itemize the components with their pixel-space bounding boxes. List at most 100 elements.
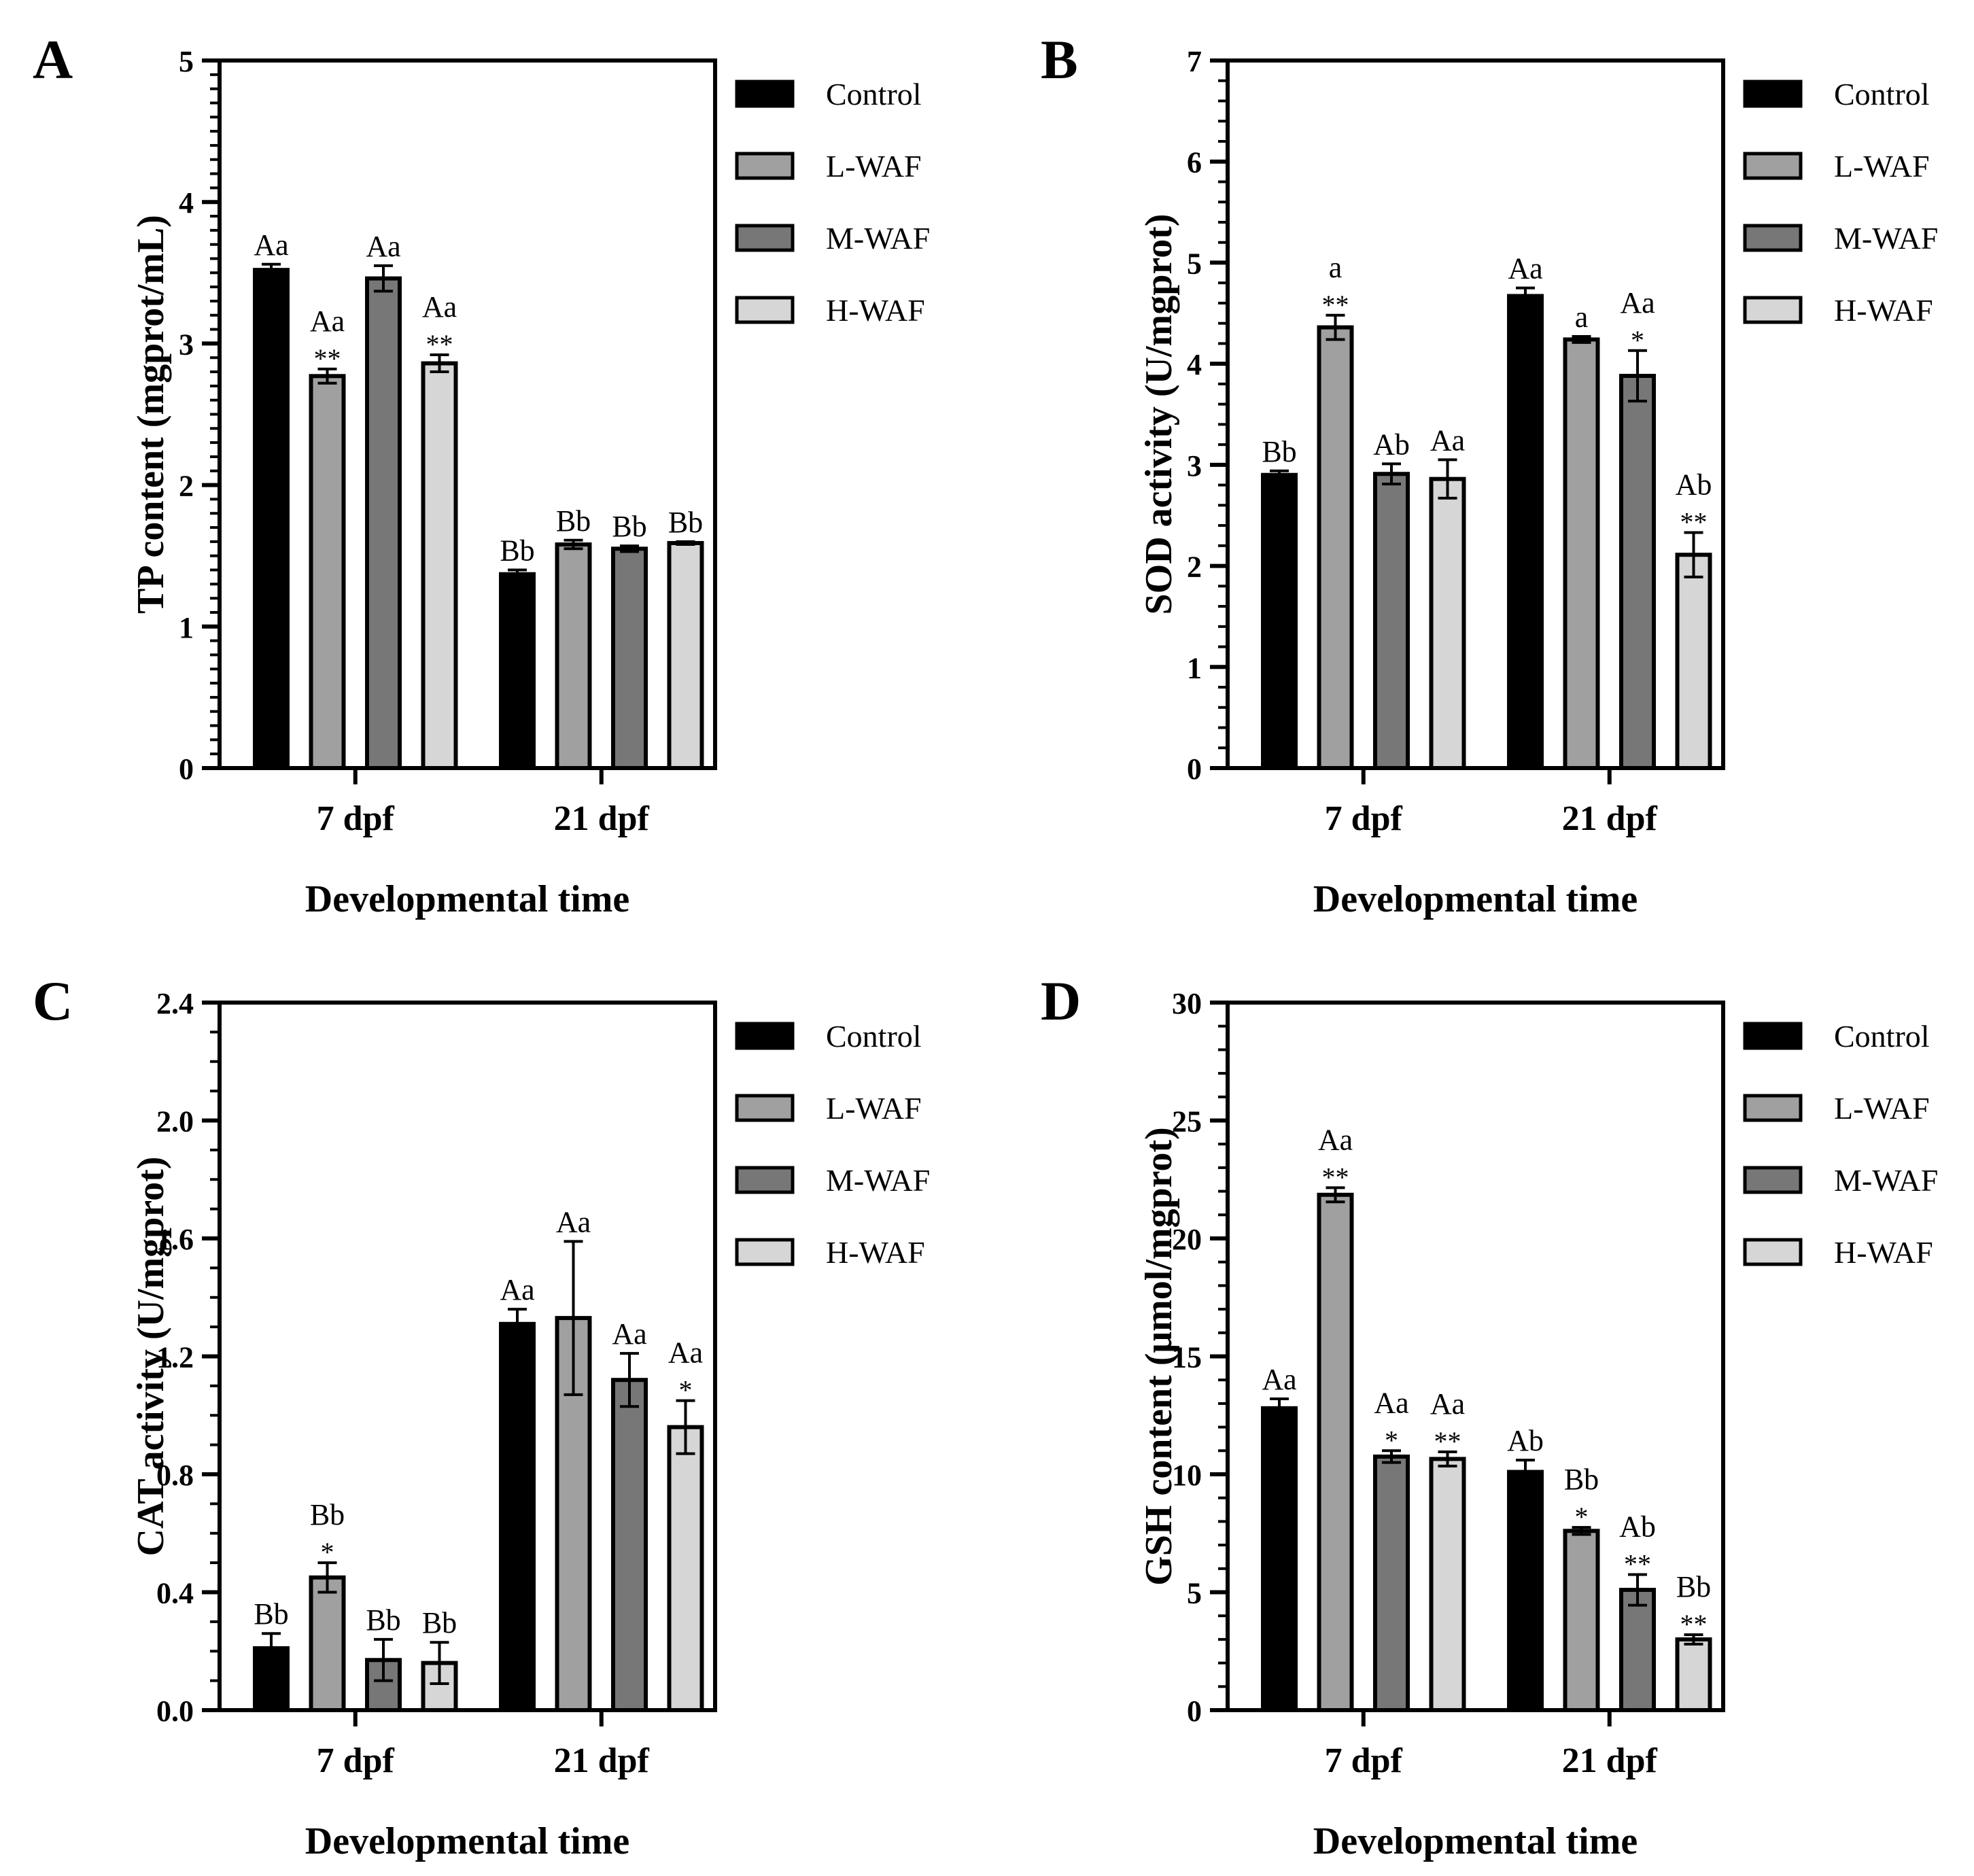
panel-letter: C — [33, 970, 73, 1032]
legend-swatch-control — [735, 80, 795, 108]
legend-swatch-h-waf — [1743, 1238, 1803, 1266]
bar-control-21-dpf — [499, 1321, 536, 1712]
significance-letters: Aa — [310, 305, 345, 338]
y-axis-title: GSH content (μmol/mgprot) — [1138, 1127, 1180, 1586]
y-tick-label: 0.0 — [156, 1695, 194, 1728]
significance-stars: ** — [426, 329, 453, 360]
significance-stars: ** — [1680, 1609, 1708, 1639]
x-axis-title: Developmental time — [305, 878, 629, 920]
legend-swatch-l-waf — [735, 1094, 795, 1122]
legend-label: L-WAF — [826, 1091, 922, 1126]
bar-h-waf-21-dpf — [1675, 1637, 1712, 1712]
significance-letters: Ab — [1507, 1424, 1544, 1457]
x-category-label: 7 dpf — [1325, 799, 1403, 838]
significance-letters: a — [1575, 300, 1589, 334]
legend-swatch-h-waf — [1743, 296, 1803, 324]
bar-l-waf-7-dpf — [309, 374, 346, 770]
y-tick-label: 2 — [179, 470, 194, 503]
significance-letters: Bb — [500, 534, 534, 568]
legend-label: Control — [1834, 77, 1930, 111]
legend-label: H-WAF — [826, 293, 925, 328]
legend-swatch-m-waf — [735, 224, 795, 252]
y-tick-label: 6 — [1187, 146, 1202, 179]
significance-letters: Aa — [1430, 423, 1465, 457]
significance-stars: * — [321, 1537, 334, 1567]
panel-letter: B — [1041, 29, 1078, 90]
significance-letters: Bb — [254, 1597, 288, 1631]
legend-label: Control — [826, 77, 922, 111]
y-tick-label: 3 — [179, 328, 194, 361]
significance-letters: Aa — [422, 290, 457, 324]
chart-panel-b: B Bb Aa ** a a Ab * Aa Aa ** Ab 0 1 2 3 4 5 6 7 7 dpf 21 dpf D… — [1041, 29, 1938, 920]
significance-letters: Aa — [612, 1317, 646, 1351]
bar-m-waf-21-dpf — [1619, 1588, 1656, 1713]
legend-swatch-l-waf — [1743, 1094, 1803, 1122]
y-axis-title: SOD activity (U/mgprot) — [1138, 214, 1180, 615]
legend-label: M-WAF — [1834, 221, 1938, 256]
bar-h-waf-21-dpf — [667, 540, 704, 770]
legend-label: L-WAF — [826, 149, 922, 184]
significance-letters: Aa — [1508, 252, 1542, 285]
bar-control-7-dpf — [253, 268, 290, 770]
y-tick-label: 2.0 — [156, 1105, 194, 1139]
bar-m-waf-7-dpf — [1373, 472, 1410, 771]
bar-m-waf-7-dpf — [365, 1658, 402, 1712]
significance-letters: Bb — [1676, 1570, 1711, 1603]
significance-letters: Bb — [1564, 1463, 1599, 1496]
legend-label: H-WAF — [1834, 293, 1933, 328]
axes-frame — [1226, 58, 1725, 770]
bar-l-waf-7-dpf — [1317, 325, 1354, 770]
bar-l-waf-7-dpf — [309, 1575, 346, 1712]
x-category-label: 7 dpf — [1325, 1741, 1403, 1780]
y-tick-label: 1 — [1187, 651, 1202, 684]
significance-letters: Aa — [500, 1273, 534, 1306]
y-tick-label: 10 — [1172, 1459, 1202, 1492]
bar-l-waf-21-dpf — [1563, 337, 1600, 770]
bar-l-waf-21-dpf — [1563, 1529, 1600, 1713]
significance-stars: ** — [1322, 1162, 1349, 1192]
significance-stars: * — [1575, 1501, 1589, 1532]
bar-control-21-dpf — [1507, 294, 1544, 770]
y-axis-title: CAT activity (U/mgprot) — [130, 1157, 172, 1557]
legend-swatch-control — [1743, 1022, 1803, 1050]
bar-h-waf-7-dpf — [1429, 1457, 1466, 1713]
y-tick-label: 5 — [179, 45, 194, 78]
bar-control-21-dpf — [1507, 1470, 1544, 1713]
legend-swatch-l-waf — [735, 152, 795, 180]
y-tick-label: 4 — [1187, 348, 1202, 381]
legend-swatch-h-waf — [735, 1238, 795, 1266]
y-tick-label: 1 — [179, 611, 194, 644]
significance-stars: * — [679, 1375, 693, 1406]
legend-label: M-WAF — [1834, 1163, 1938, 1198]
bar-control-7-dpf — [1261, 472, 1298, 770]
x-category-label: 21 dpf — [554, 799, 650, 838]
legend-label: Control — [1834, 1019, 1930, 1054]
significance-letters: a — [1329, 251, 1343, 284]
chart-panel-a: A Aa Bb ** Aa Bb Aa Bb ** Aa Bb 0 1 2 3 4 5 7 dpf 21 dpf De… — [33, 29, 930, 920]
significance-letters: Bb — [556, 504, 591, 538]
bar-m-waf-7-dpf — [1373, 1454, 1410, 1713]
legend-label: M-WAF — [826, 1163, 930, 1198]
x-axis-title: Developmental time — [1313, 1820, 1638, 1862]
x-axis-title: Developmental time — [1313, 878, 1638, 920]
significance-stars: ** — [1680, 506, 1708, 537]
y-tick-label: 0.4 — [156, 1577, 194, 1610]
y-tick-label: 7 — [1187, 45, 1202, 78]
x-axis-title: Developmental time — [305, 1820, 629, 1862]
significance-letters: Aa — [1620, 286, 1655, 319]
bar-control-21-dpf — [499, 572, 536, 770]
legend-label: L-WAF — [1834, 1091, 1930, 1126]
bar-h-waf-21-dpf — [1675, 553, 1712, 770]
legend-swatch-m-waf — [1743, 1166, 1803, 1194]
legend-label: H-WAF — [1834, 1235, 1933, 1270]
significance-letters: Bb — [668, 506, 703, 539]
y-tick-label: 30 — [1172, 987, 1202, 1020]
x-category-label: 21 dpf — [1562, 799, 1658, 838]
legend-swatch-h-waf — [735, 296, 795, 324]
significance-stars: ** — [1322, 290, 1349, 320]
legend-label: L-WAF — [1834, 149, 1930, 184]
legend-swatch-control — [1743, 80, 1803, 108]
bar-m-waf-21-dpf — [1619, 373, 1656, 770]
significance-stars: * — [1631, 325, 1644, 355]
